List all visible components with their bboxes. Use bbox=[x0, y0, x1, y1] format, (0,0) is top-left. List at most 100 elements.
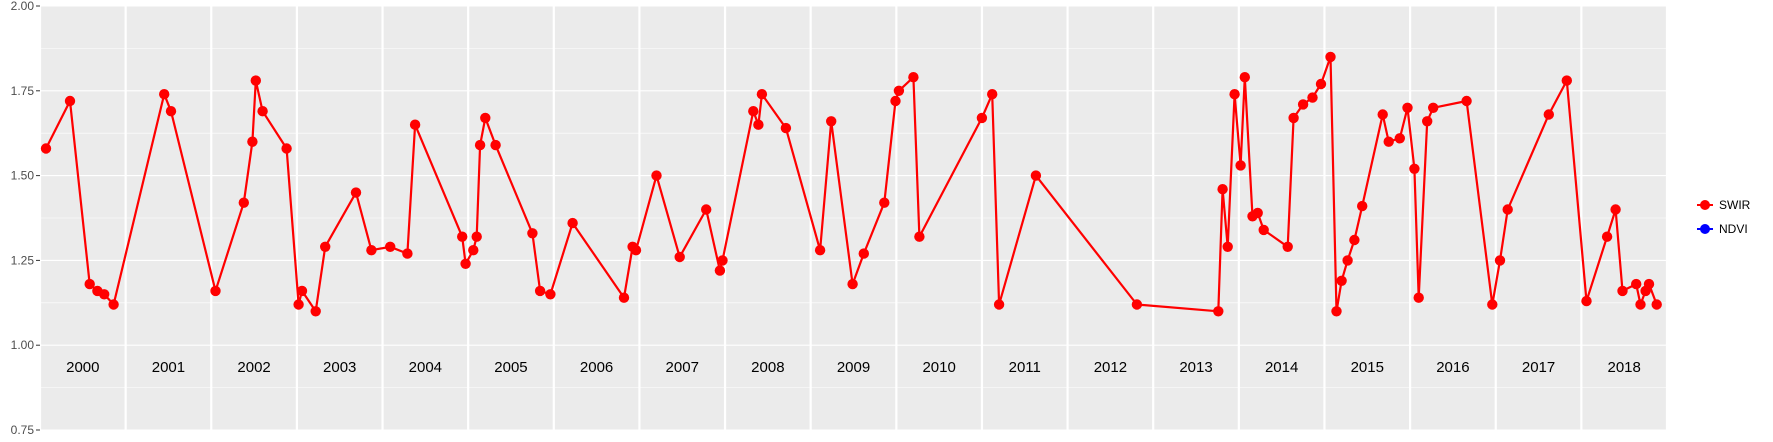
data-point-swir bbox=[238, 197, 249, 208]
data-point-swir bbox=[1610, 204, 1621, 215]
data-point-swir bbox=[1222, 241, 1233, 252]
data-point-swir bbox=[1315, 78, 1327, 90]
data-point-swir bbox=[717, 255, 728, 266]
grid bbox=[38, 5, 1669, 431]
data-point-swir bbox=[1030, 170, 1042, 181]
data-point-swir bbox=[159, 89, 170, 100]
data-point-swir bbox=[247, 136, 258, 147]
data-point-swir bbox=[847, 278, 858, 290]
year-label: 2017 bbox=[1522, 359, 1555, 376]
data-point-swir bbox=[99, 289, 110, 300]
data-point-swir bbox=[987, 89, 998, 100]
data-point-swir bbox=[250, 75, 261, 86]
data-point-swir bbox=[1342, 255, 1353, 266]
data-point-swir bbox=[1235, 160, 1246, 171]
year-label: 2010 bbox=[922, 359, 955, 376]
data-point-swir bbox=[890, 95, 901, 107]
data-point-swir bbox=[893, 85, 905, 97]
data-point-swir bbox=[976, 112, 988, 124]
data-point-swir bbox=[490, 139, 501, 151]
year-label: 2000 bbox=[66, 359, 99, 376]
year-label: 2003 bbox=[323, 359, 356, 376]
year-label: 2012 bbox=[1094, 359, 1127, 376]
data-point-swir bbox=[1288, 112, 1299, 124]
data-point-swir bbox=[310, 306, 321, 317]
data-point-swir bbox=[1349, 234, 1360, 246]
data-point-swir bbox=[1502, 204, 1513, 215]
data-point-swir bbox=[366, 245, 377, 256]
data-point-swir bbox=[84, 278, 95, 290]
data-point-swir bbox=[993, 299, 1005, 310]
data-point-swir bbox=[1461, 95, 1472, 107]
data-point-swir bbox=[1394, 133, 1406, 144]
data-point-swir bbox=[1601, 231, 1613, 242]
data-point-swir bbox=[1217, 184, 1228, 195]
data-point-swir bbox=[1643, 278, 1655, 290]
data-point-swir bbox=[879, 197, 890, 208]
data-point-swir bbox=[1651, 299, 1662, 310]
data-point-swir bbox=[1561, 75, 1573, 86]
data-point-swir bbox=[409, 119, 421, 130]
year-label: 2006 bbox=[580, 359, 613, 376]
data-point-swir bbox=[350, 187, 362, 198]
year-label: 2004 bbox=[409, 359, 442, 376]
data-point-swir bbox=[108, 299, 119, 310]
data-point-swir bbox=[460, 258, 471, 269]
data-point-swir bbox=[474, 139, 486, 151]
data-point-swir bbox=[780, 122, 792, 134]
data-point-swir bbox=[1258, 224, 1269, 236]
data-point-swir bbox=[1297, 99, 1309, 110]
year-labels: 2000 2001 2002 2003 2004 2005 2006 2007 2008 2009… bbox=[66, 359, 1641, 376]
data-point-swir bbox=[64, 95, 76, 107]
data-point-swir bbox=[858, 248, 869, 259]
year-label: 2007 bbox=[666, 359, 699, 376]
data-point-swir bbox=[714, 265, 726, 276]
data-point-swir bbox=[756, 89, 768, 100]
data-point-swir bbox=[674, 251, 685, 263]
data-point-swir bbox=[826, 116, 837, 127]
data-point-swir bbox=[1581, 295, 1592, 307]
data-point-swir bbox=[296, 285, 308, 297]
data-point-swir bbox=[1252, 207, 1263, 219]
year-label: 2008 bbox=[751, 359, 784, 376]
data-point-swir bbox=[471, 231, 482, 242]
data-point-swir bbox=[618, 292, 630, 303]
data-point-swir bbox=[165, 106, 177, 117]
year-label: 2001 bbox=[152, 359, 185, 376]
data-point-swir bbox=[1402, 102, 1413, 114]
data-point-swir bbox=[1487, 299, 1498, 310]
data-point-swir bbox=[1631, 278, 1642, 290]
legend-label: NDVI bbox=[1719, 222, 1748, 236]
year-label: 2018 bbox=[1607, 359, 1640, 376]
data-point-swir bbox=[567, 217, 578, 229]
y-tick-label: 1.25 bbox=[11, 253, 35, 267]
data-point-swir bbox=[1325, 51, 1336, 63]
data-point-swir bbox=[701, 204, 712, 215]
data-point-swir bbox=[527, 228, 538, 239]
data-point-swir bbox=[1409, 163, 1420, 174]
data-point-swir bbox=[1239, 72, 1251, 83]
data-point-swir bbox=[1383, 136, 1394, 147]
data-point-swir bbox=[814, 245, 826, 256]
year-label: 2011 bbox=[1009, 359, 1041, 376]
legend: SWIR NDVI bbox=[1697, 198, 1751, 236]
data-point-swir bbox=[1282, 241, 1293, 252]
data-point-swir bbox=[753, 119, 764, 130]
legend-label: SWIR bbox=[1719, 198, 1751, 212]
data-point-swir bbox=[210, 285, 221, 297]
data-point-swir bbox=[1357, 200, 1368, 212]
y-tick-label: 1.75 bbox=[11, 84, 35, 98]
data-point-swir bbox=[1422, 116, 1433, 127]
data-point-swir bbox=[293, 299, 304, 310]
y-tick-label: 1.00 bbox=[11, 338, 35, 352]
data-point-swir bbox=[1336, 275, 1347, 286]
data-point-swir bbox=[908, 72, 919, 83]
data-point-swir bbox=[402, 248, 413, 259]
data-point-swir bbox=[630, 245, 642, 256]
data-point-swir bbox=[257, 106, 268, 117]
year-label: 2016 bbox=[1436, 359, 1469, 376]
y-tick-label: 1.50 bbox=[11, 169, 35, 183]
data-point-swir bbox=[545, 289, 556, 300]
data-point-swir bbox=[1617, 285, 1628, 297]
